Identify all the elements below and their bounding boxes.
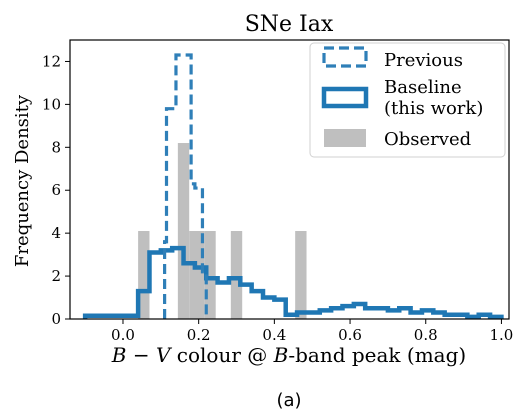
- baseline-step-line: [82, 245, 504, 320]
- observed-bars: [138, 143, 307, 319]
- previous-series: [163, 53, 208, 319]
- baseline-series: [82, 245, 504, 320]
- legend-swatch-observed: [324, 129, 366, 147]
- legend-label-baseline-line2: (this work): [384, 98, 483, 119]
- y-tick-label: 4: [51, 224, 61, 242]
- x-axis-label: B − V colour @ B-band peak (mag): [111, 343, 466, 367]
- plot-frame: [69, 39, 510, 320]
- x-tick-label: 0.4: [262, 326, 286, 344]
- x-tick-label: 0.2: [187, 326, 211, 344]
- x-axis-ticks: 0.0 0.2 0.4 0.6 0.8 1.0: [111, 319, 513, 344]
- observed-bar-3: [204, 231, 216, 319]
- y-tick-label: 8: [51, 138, 61, 156]
- observed-bar-4: [230, 231, 243, 319]
- y-tick-label: 2: [51, 267, 61, 285]
- observed-bar-1: [177, 143, 190, 319]
- observed-bar-2: [189, 231, 205, 319]
- legend-label-previous: Previous: [384, 50, 463, 71]
- legend-swatch-baseline: [321, 86, 369, 109]
- legend-label-baseline: Baseline: [384, 77, 462, 98]
- legend-label-observed: Observed: [384, 129, 471, 150]
- previous-step-line: [163, 53, 208, 319]
- y-axis-ticks: 0 2 4 6 8 10 12: [42, 52, 70, 328]
- y-axis-label: Frequency Density: [12, 94, 33, 267]
- legend-swatch-previous: [322, 46, 368, 68]
- y-tick-label: 0: [51, 310, 61, 328]
- x-tick-label: 0.0: [111, 326, 135, 344]
- legend-box: [309, 42, 506, 158]
- legend: Previous Baseline (this work) Observed: [309, 42, 506, 158]
- x-tick-label: 0.6: [338, 326, 362, 344]
- y-tick-label: 12: [42, 52, 61, 70]
- observed-bar-5: [295, 231, 307, 319]
- observed-bar-0: [138, 231, 150, 319]
- y-tick-label: 10: [42, 95, 61, 113]
- chart-title: SNe Iax: [245, 12, 334, 37]
- y-tick-label: 6: [51, 181, 61, 199]
- figure-caption: (a): [276, 390, 301, 411]
- x-tick-label: 0.8: [414, 326, 438, 344]
- x-tick-label: 1.0: [490, 326, 514, 344]
